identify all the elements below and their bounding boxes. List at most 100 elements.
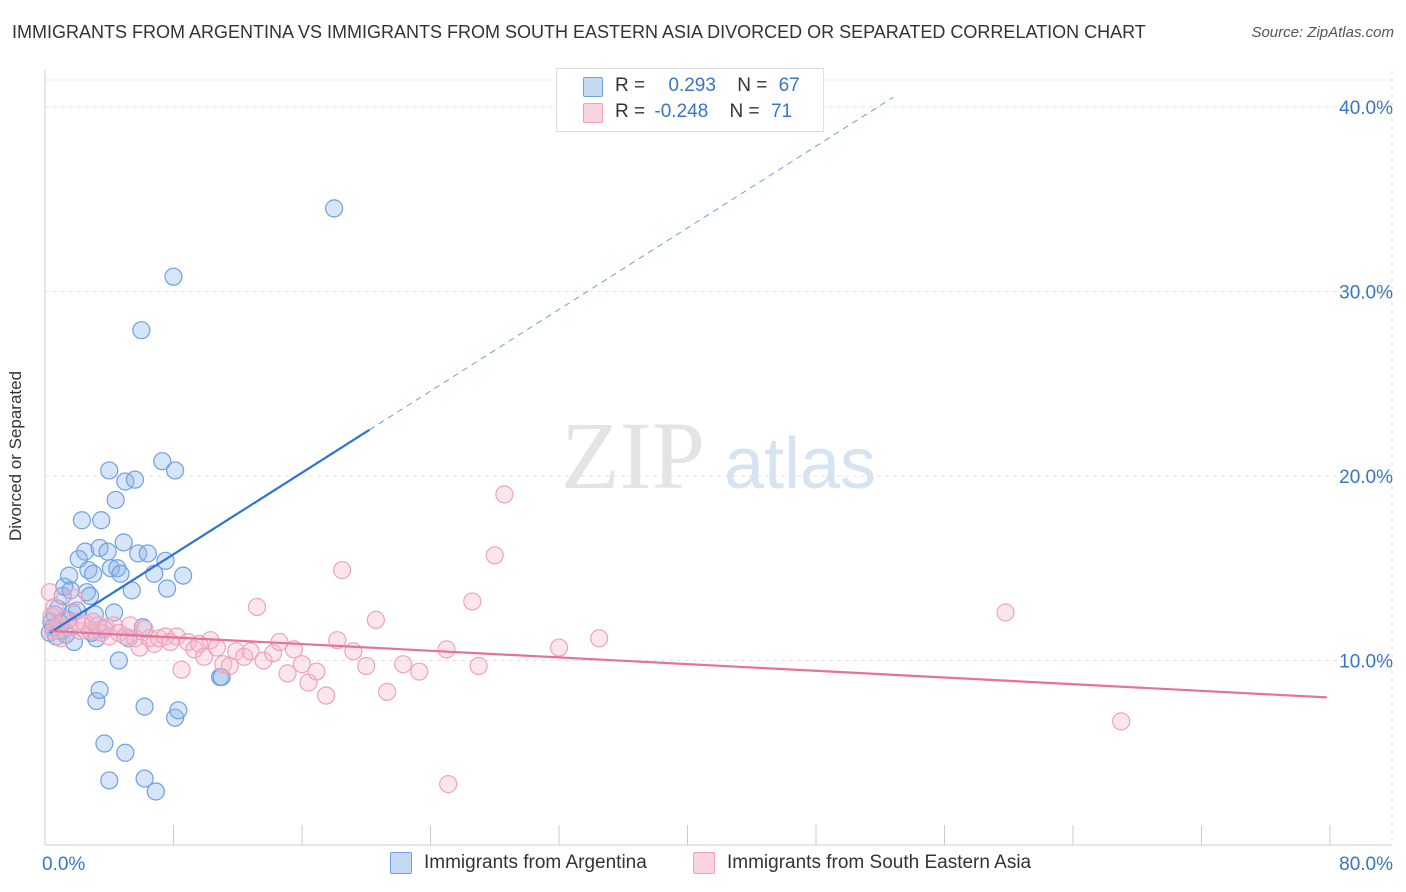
data-point-argentina	[76, 542, 95, 561]
data-point-sea	[149, 629, 169, 648]
data-point-sea	[437, 640, 456, 659]
data-point-argentina	[153, 452, 172, 471]
data-point-sea	[40, 583, 59, 602]
data-point-argentina	[174, 566, 193, 585]
data-point-argentina	[109, 651, 128, 670]
data-point-sea	[485, 546, 504, 565]
data-point-argentina	[100, 771, 119, 790]
data-point-sea	[410, 662, 429, 681]
data-point-sea	[247, 597, 267, 617]
data-point-argentina	[325, 199, 344, 218]
data-point-sea	[307, 662, 326, 681]
legend-r-label: R =	[615, 101, 646, 122]
source-credit: Source: ZipAtlas.com	[1251, 24, 1394, 41]
legend-r-value: -0.248	[654, 101, 709, 122]
x-tick-labels: 0.0% 80.0%	[42, 854, 1393, 875]
data-point-argentina	[87, 691, 106, 711]
data-point-sea	[135, 620, 154, 639]
trend-line-sea	[49, 629, 1327, 699]
data-point-argentina	[116, 743, 135, 762]
legend-n-label: N =	[729, 101, 760, 122]
legend-swatch-sea	[583, 103, 603, 123]
data-point-sea	[366, 610, 385, 629]
watermark-atlas: atlas	[724, 424, 876, 504]
data-point-argentina	[108, 559, 127, 578]
y-tick-label: 40.0%	[1339, 98, 1393, 119]
data-point-sea	[344, 642, 363, 661]
data-point-argentina	[129, 544, 148, 563]
data-point-sea	[394, 655, 413, 674]
data-point-sea	[996, 603, 1015, 622]
bottom-legend-label-argentina: Immigrants from Argentina	[424, 852, 647, 873]
data-point-sea	[254, 651, 273, 670]
y-tick-label: 30.0%	[1339, 282, 1393, 303]
data-point-sea	[207, 638, 226, 657]
data-point-argentina	[104, 603, 124, 622]
data-point-argentina	[166, 461, 185, 480]
data-point-argentina	[90, 680, 109, 700]
data-point-sea	[549, 638, 569, 657]
data-point-sea	[357, 656, 376, 676]
data-point-sea	[130, 638, 149, 657]
data-point-sea	[284, 640, 304, 659]
series-sea-points	[40, 485, 1131, 794]
data-point-argentina	[157, 579, 177, 598]
trend-lines	[49, 96, 1327, 699]
data-point-argentina	[85, 605, 104, 624]
data-point-sea	[45, 597, 64, 617]
legend-n-label: N =	[737, 75, 768, 96]
grid-lines	[45, 70, 1393, 845]
data-point-argentina	[125, 470, 145, 489]
bottom-legend-swatch-sea	[693, 852, 715, 874]
legend-r-label: R =	[615, 75, 646, 96]
data-point-sea	[214, 655, 233, 674]
trend-line-argentina	[49, 428, 371, 634]
data-point-argentina	[101, 559, 120, 578]
data-point-argentina	[59, 566, 79, 585]
data-point-sea	[463, 592, 482, 611]
data-point-argentina	[84, 564, 103, 583]
legend-n-value: 71	[770, 101, 793, 122]
data-point-argentina	[92, 511, 111, 530]
data-point-sea	[292, 655, 312, 674]
legend-swatch-argentina	[583, 77, 603, 97]
data-point-sea	[328, 631, 347, 650]
chart-title: IMMIGRANTS FROM ARGENTINA VS IMMIGRANTS …	[12, 22, 1146, 42]
y-tick-labels: 10.0% 20.0% 30.0% 40.0%	[1339, 98, 1393, 673]
legend-n-value: 67	[778, 75, 800, 96]
data-point-argentina	[138, 544, 157, 563]
correlation-legend: R = 0.293 N = 67 R = -0.248 N = 71	[556, 68, 824, 132]
data-point-sea	[1112, 712, 1131, 731]
trend-line-argentina-extension	[369, 96, 894, 431]
bottom-legend-swatch-argentina	[390, 852, 412, 874]
data-point-argentina	[111, 564, 130, 583]
data-point-sea	[140, 629, 159, 648]
legend-r-value: 0.293	[668, 75, 716, 96]
y-tick-label: 20.0%	[1339, 467, 1393, 488]
data-point-argentina	[135, 697, 154, 716]
data-point-argentina	[106, 490, 125, 510]
axes	[44, 70, 1392, 846]
data-point-sea	[439, 775, 458, 794]
watermark: ZIP atlas	[561, 402, 876, 509]
data-point-sea	[185, 640, 204, 659]
data-point-argentina	[98, 542, 117, 561]
y-tick-label: 10.0%	[1339, 651, 1393, 672]
data-point-argentina	[114, 533, 133, 552]
data-point-sea	[64, 588, 84, 607]
x-tick-label: 0.0%	[42, 854, 85, 875]
data-point-sea	[100, 627, 119, 646]
data-point-argentina	[95, 734, 114, 753]
x-tick-label: 80.0%	[1339, 854, 1393, 875]
data-point-argentina	[164, 267, 183, 286]
data-point-argentina	[80, 586, 100, 605]
data-point-argentina	[169, 701, 188, 720]
data-point-argentina	[132, 321, 151, 340]
data-point-sea	[241, 642, 260, 661]
y-axis-label: Divorced or Separated	[6, 370, 25, 542]
data-point-sea	[263, 643, 283, 663]
data-point-sea	[194, 647, 214, 666]
data-point-argentina	[135, 769, 154, 788]
data-point-argentina	[146, 782, 165, 801]
